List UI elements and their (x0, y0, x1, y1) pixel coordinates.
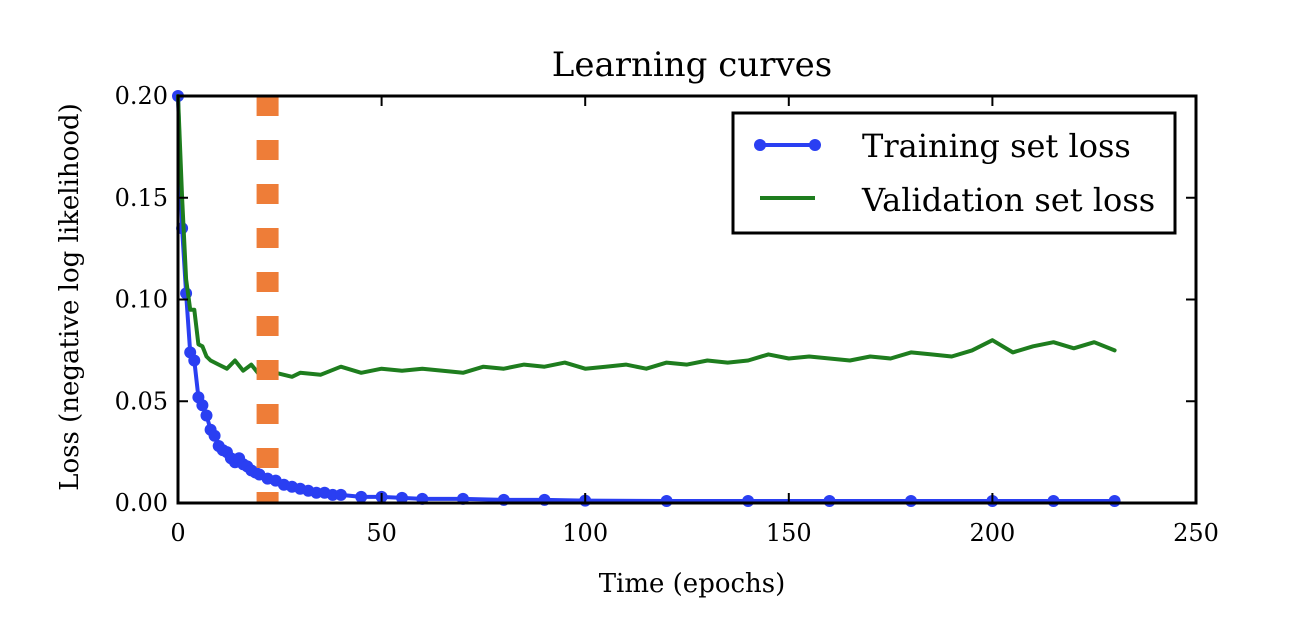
data-point-training-set-loss (196, 399, 209, 412)
legend-label-validation: Validation set loss (861, 181, 1155, 219)
y-tick-label: 0.05 (115, 387, 168, 415)
axis-ticks: 0 50 100 150 200 250 0.00 0.05 0.10 0.15 0.20 (115, 82, 1219, 547)
data-point-training-set-loss (742, 495, 755, 507)
x-tick-label: 200 (969, 519, 1015, 547)
x-axis-label: Time (epochs) (599, 569, 786, 599)
data-point-training-set-loss (905, 495, 917, 507)
data-point-training-set-loss (396, 491, 408, 504)
x-tick-label: 50 (366, 519, 397, 547)
data-point-training-set-loss (200, 409, 213, 422)
x-tick-label: 250 (1173, 519, 1219, 547)
y-axis-label: Loss (negative log likelihood) (55, 103, 85, 491)
data-point-training-set-loss (1108, 495, 1121, 507)
data-point-training-set-loss (326, 488, 339, 501)
y-tick-label: 0.15 (115, 184, 168, 212)
x-tick-label: 100 (562, 519, 608, 547)
data-point-training-set-loss (188, 354, 201, 367)
data-point-training-set-loss (334, 488, 347, 501)
data-point-training-set-loss (208, 429, 221, 442)
x-tick-label: 0 (170, 519, 185, 547)
data-point-training-set-loss (660, 495, 673, 507)
legend-marker-training (809, 139, 821, 151)
legend-marker-training (754, 139, 766, 151)
y-tick-label: 0.20 (115, 82, 168, 110)
series-line-validation-set-loss (176, 94, 1117, 379)
series-layer (172, 90, 1121, 507)
data-point-training-set-loss (310, 486, 323, 499)
legend-label-training: Training set loss (862, 127, 1131, 165)
plot-area: 0 50 100 150 200 250 0.00 0.05 0.10 0.15 0.20 (115, 82, 1219, 547)
data-point-training-set-loss (1047, 495, 1060, 507)
x-tick-label: 150 (766, 519, 812, 547)
data-point-training-set-loss (355, 490, 368, 503)
chart-title: Learning curves (552, 45, 832, 85)
legend: Training set loss Validation set loss (731, 111, 1177, 235)
y-tick-label: 0.00 (115, 489, 168, 517)
legend-box (731, 111, 1177, 235)
data-point-training-set-loss (823, 495, 836, 507)
y-tick-label: 0.10 (115, 286, 168, 314)
